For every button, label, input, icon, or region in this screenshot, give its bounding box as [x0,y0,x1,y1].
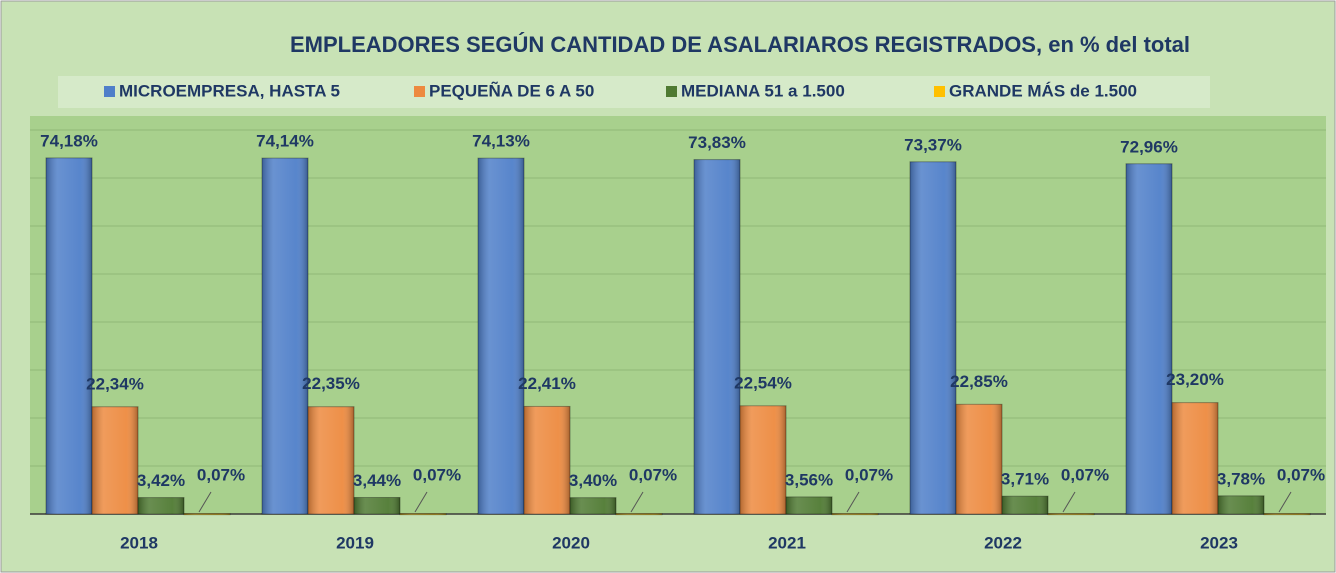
data-label: 3,78% [1217,469,1265,488]
legend-label: PEQUEÑA DE 6 A 50 [429,80,594,100]
data-label: 0,07% [197,465,245,484]
bar-shade [956,404,1002,514]
bar-shade [354,497,400,514]
bar-shade [46,157,92,514]
bar-shade [1048,513,1094,515]
data-label: 22,54% [734,373,792,392]
x-tick-label: 2023 [1200,533,1238,552]
bar-shade [832,513,878,515]
data-label: 22,41% [518,374,576,393]
data-label: 72,96% [1120,137,1178,156]
x-tick-label: 2019 [336,533,374,552]
x-tick-label: 2020 [552,533,590,552]
data-label: 3,40% [569,471,617,490]
legend-label: MEDIANA 51 a 1.500 [681,81,845,100]
data-label: 0,07% [629,465,677,484]
leader-line [1062,491,1076,513]
plot-area [30,116,1326,514]
legend-marker [414,86,425,97]
data-label: 0,07% [413,465,461,484]
bar-shade [262,158,308,515]
leader-line [846,491,860,513]
leader-line [414,491,428,513]
data-label: 74,13% [472,132,530,151]
legend-marker [104,86,115,97]
bar-shade [1218,495,1264,514]
data-label: 74,18% [40,131,98,150]
bar-shade [1002,496,1048,514]
data-label: 3,44% [353,471,401,490]
legend-label: MICROEMPRESA, HASTA 5 [119,81,340,100]
x-tick-label: 2022 [984,533,1022,552]
leader-line [630,491,644,513]
bar-shade [786,496,832,514]
data-label: 73,37% [904,135,962,154]
bar-shade [570,497,616,514]
data-label: 3,71% [1001,470,1049,489]
data-label: 73,83% [688,133,746,152]
chart-title: EMPLEADORES SEGÚN CANTIDAD DE ASALARIARO… [290,32,1190,57]
bar-shade [1126,163,1172,515]
data-label: 22,35% [302,374,360,393]
data-label: 22,34% [86,374,144,393]
bar-shade [524,406,570,514]
bar-shade [910,161,956,514]
leader-line [1278,491,1292,513]
bar-shade [616,513,662,515]
data-label: 74,14% [256,132,314,151]
bar-shade [1264,513,1310,515]
bar-shade [184,513,230,515]
bar-shade [478,158,524,514]
bar-shade [1172,402,1218,514]
data-label: 22,85% [950,372,1008,391]
leader-line [198,491,212,513]
data-label: 3,56% [785,470,833,489]
legend-marker [666,86,677,97]
bar-shade [694,159,740,514]
legend-label: GRANDE MÁS de 1.500 [949,81,1137,100]
data-label: 0,07% [1277,465,1325,484]
data-label: 0,07% [845,465,893,484]
data-label: 3,42% [137,471,185,490]
bar-shade [400,513,446,515]
data-label: 23,20% [1166,370,1224,389]
legend-marker [934,86,945,97]
bar-shade [308,406,354,514]
bar-shade [740,405,786,514]
bar-shade [92,406,138,514]
bar-shade [138,497,184,514]
x-tick-label: 2021 [768,533,806,552]
legend-box [58,76,1210,108]
x-tick-label: 2018 [120,533,158,552]
data-label: 0,07% [1061,465,1109,484]
